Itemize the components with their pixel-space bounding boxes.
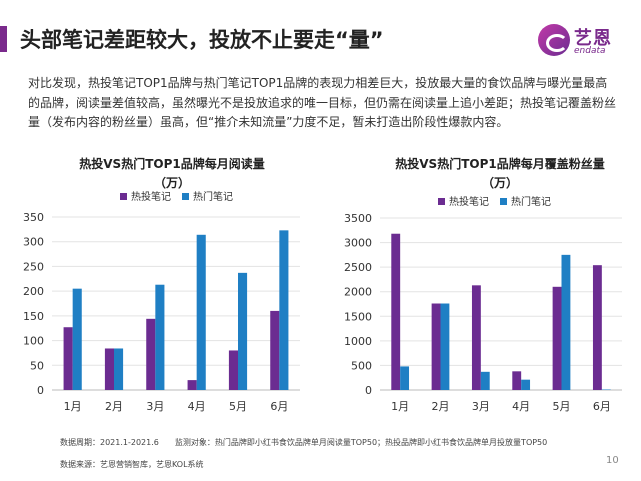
y-tick-label: 200: [23, 285, 44, 298]
legend-label: 热投笔记: [131, 190, 171, 203]
bar-hot-notes: [196, 234, 206, 390]
bar-hot-investment: [471, 285, 481, 390]
chart-unit-label: （万）: [154, 175, 190, 190]
followers-chart: 热投VS热门TOP1品牌每月覆盖粉丝量 （万） 热投笔记 热门笔记 0 500 1000 15…: [344, 156, 622, 413]
y-tick-label: 2500: [344, 261, 372, 274]
bar-hot-notes: [440, 303, 450, 390]
y-tick-label: 350: [23, 211, 44, 224]
legend-label: 热投笔记: [449, 195, 489, 208]
x-tick-label: 5月: [229, 400, 247, 413]
legend-swatch: [500, 198, 507, 205]
x-tick-label: 1月: [64, 400, 82, 413]
y-tick-label: 100: [23, 335, 44, 348]
bar-hot-investment: [146, 318, 156, 390]
x-tick-label: 6月: [270, 400, 288, 413]
endata-logo-icon: [538, 24, 570, 56]
legend-label: 热门笔记: [193, 190, 233, 203]
chart-title: 热投VS热门TOP1品牌每月覆盖粉丝量: [395, 156, 604, 171]
bar-hot-investment: [270, 310, 280, 390]
bar-hot-investment: [512, 371, 522, 390]
bar-hot-notes: [521, 379, 531, 390]
x-tick-label: 6月: [593, 400, 611, 413]
bar-hot-investment: [228, 350, 238, 390]
legend-swatch: [182, 193, 189, 200]
bar-hot-notes: [400, 366, 410, 390]
logo-text-cn: 艺恩: [574, 28, 612, 49]
y-tick-label: 500: [351, 359, 372, 372]
y-tick-label: 150: [23, 310, 44, 323]
logo-text-en: endata: [574, 46, 606, 56]
x-tick-label: 3月: [146, 400, 164, 413]
summary-paragraph: 对比发现，热投笔记TOP1品牌与热门笔记TOP1品牌的表现力相差巨大，投放最大量…: [28, 76, 617, 129]
y-tick-label: 250: [23, 260, 44, 273]
bar-hot-investment: [592, 265, 602, 390]
y-tick-label: 1000: [344, 335, 372, 348]
y-tick-label: 0: [37, 384, 44, 397]
y-tick-label: 3500: [344, 212, 372, 225]
legend-label: 热门笔记: [511, 195, 551, 208]
y-tick-label: 3000: [344, 237, 372, 250]
bar-hot-notes: [72, 288, 82, 390]
bar-hot-investment: [104, 348, 114, 390]
x-tick-label: 2月: [105, 400, 123, 413]
x-tick-label: 5月: [553, 400, 571, 413]
legend-swatch: [120, 193, 127, 200]
x-tick-label: 4月: [512, 400, 530, 413]
bar-hot-investment: [63, 327, 73, 390]
x-tick-label: 4月: [188, 400, 206, 413]
x-tick-label: 3月: [472, 400, 490, 413]
reads-chart: 热投VS热门TOP1品牌每月阅读量 （万）热投笔记 热门笔记 0 50 100 150 200…: [23, 156, 300, 413]
bar-hot-notes: [238, 272, 248, 390]
footnote-period: 数据周期：2021.1-2021.6 监测对象：热门品牌即小红书食饮品牌单月阅读…: [60, 438, 548, 447]
bar-hot-investment: [187, 380, 197, 390]
page-number: 10: [606, 455, 619, 466]
y-tick-label: 2000: [344, 286, 372, 299]
bar-hot-investment: [552, 286, 562, 390]
bar-hot-notes: [480, 371, 490, 390]
x-tick-label: 2月: [432, 400, 450, 413]
bar-hot-notes: [155, 284, 165, 390]
page-title: 头部笔记差距较大，投放不止要走“量”: [20, 28, 384, 52]
bar-hot-investment: [391, 233, 401, 390]
footnote-source: 数据来源：艺恩营销智库，艺恩KOL系统: [60, 460, 204, 469]
chart-title: 热投VS热门TOP1品牌每月阅读量: [79, 156, 264, 171]
bar-hot-notes: [114, 348, 124, 390]
chart-unit-label: （万）: [482, 175, 518, 190]
legend-swatch: [438, 198, 445, 205]
bar-hot-investment: [431, 303, 441, 390]
bar-hot-notes: [279, 230, 289, 390]
title-accent-bar: [0, 26, 7, 52]
y-tick-label: 50: [30, 359, 44, 372]
endata-logo: 艺恩 endata: [538, 24, 634, 60]
y-tick-label: 300: [23, 236, 44, 249]
x-tick-label: 1月: [391, 400, 409, 413]
bar-hot-notes: [561, 254, 571, 390]
y-tick-label: 1500: [344, 310, 372, 323]
y-tick-label: 0: [365, 384, 372, 397]
